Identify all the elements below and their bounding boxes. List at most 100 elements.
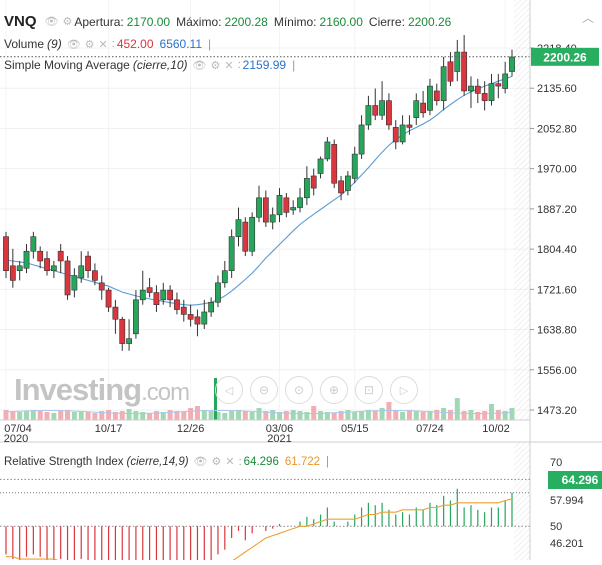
- candle-body: [91, 270, 98, 281]
- volume-bar: [174, 411, 180, 420]
- candle-body: [413, 100, 420, 118]
- future-area-rsi: [514, 442, 530, 560]
- eye-icon[interactable]: 👁: [66, 38, 81, 51]
- eye-icon[interactable]: 👁: [193, 456, 208, 468]
- candle-body: [146, 287, 153, 293]
- sma-legend: Simple Moving Average (cierre,10) 👁 ⚙ ✕ …: [4, 58, 295, 72]
- candle-body: [23, 250, 30, 269]
- settings-icon[interactable]: ⚙: [84, 38, 95, 51]
- candle-body: [406, 124, 413, 128]
- close-icon[interactable]: ✕: [98, 38, 108, 51]
- volume-bar: [167, 410, 173, 420]
- rsi-legend: Relative Strength Index (cierre,14,9) 👁 …: [4, 455, 329, 469]
- volume-bar: [10, 411, 16, 420]
- ticker-symbol[interactable]: VNQ: [4, 13, 37, 30]
- volume-bar: [277, 412, 283, 420]
- close-icon[interactable]: ✕: [224, 59, 234, 72]
- candle-body: [365, 105, 372, 126]
- candle-body: [358, 124, 365, 155]
- volume-bar: [331, 413, 337, 420]
- eye-icon[interactable]: 👁: [192, 59, 207, 72]
- candle-body: [269, 214, 276, 223]
- zoom-out-icon[interactable]: ⊖: [250, 376, 278, 404]
- volume-bar: [427, 411, 433, 420]
- candle-body: [399, 124, 406, 143]
- candle-body: [331, 144, 338, 184]
- scroll-right-icon[interactable]: ▷: [390, 376, 418, 404]
- volume-bar: [420, 412, 426, 420]
- y-tick-label: 1887.20: [537, 204, 577, 216]
- volume-bar: [352, 412, 358, 420]
- scroll-left-icon[interactable]: ◁: [215, 376, 243, 404]
- volume-bar: [249, 412, 255, 420]
- open-label: Apertura:: [74, 14, 124, 29]
- volume-bar: [263, 411, 269, 420]
- zoom-reset-icon[interactable]: ⊙: [285, 376, 313, 404]
- volume-bar: [242, 411, 248, 420]
- volume-bar: [85, 412, 91, 420]
- volume-value-red: 452.00: [116, 37, 154, 51]
- volume-bar: [214, 378, 217, 420]
- candle-body: [9, 265, 16, 281]
- eye-icon[interactable]: 👁: [44, 16, 59, 28]
- volume-bar: [379, 408, 385, 420]
- y-tick-label: 1804.40: [537, 244, 577, 256]
- volume-bar: [37, 411, 43, 420]
- candle-body: [187, 314, 194, 320]
- volume-label[interactable]: Volume: [4, 37, 45, 51]
- x-year-label: 2020: [4, 433, 28, 445]
- y-tick-label: 1556.00: [537, 365, 577, 377]
- candle-body: [310, 175, 317, 189]
- volume-bar: [270, 410, 276, 420]
- separator-colon: :: [111, 38, 115, 50]
- volume-bar: [181, 412, 187, 420]
- rsi-value: 64.296: [243, 455, 279, 468]
- volume-bar: [112, 412, 118, 420]
- volume-bar: [482, 411, 488, 420]
- y-tick-label: 2135.60: [537, 83, 577, 95]
- settings-icon[interactable]: ⚙: [62, 16, 73, 28]
- ohlc-header: VNQ 👁 ⚙ Apertura: 2170.00 Máximo: 2200.2…: [4, 13, 457, 30]
- x-tick-label: 07/04: [4, 423, 32, 435]
- volume-bar: [441, 408, 447, 420]
- settings-icon[interactable]: ⚙: [210, 59, 221, 72]
- watermark: Investing.com: [14, 372, 190, 408]
- volume-bar: [393, 411, 399, 420]
- volume-bar: [140, 412, 146, 420]
- settings-icon[interactable]: ⚙: [211, 456, 222, 468]
- separator-bar: |: [208, 37, 212, 51]
- high-value: 2200.28: [224, 14, 268, 29]
- volume-bar: [78, 411, 84, 420]
- candle-body: [249, 216, 256, 252]
- separator-colon: :: [237, 59, 241, 71]
- zoom-in-icon[interactable]: ⊕: [320, 376, 348, 404]
- candle-body: [194, 316, 201, 325]
- candle-body: [276, 195, 283, 216]
- candle-body: [468, 85, 474, 92]
- volume-bar: [256, 408, 262, 420]
- rsi-tick-label: 46.201: [550, 538, 584, 550]
- candle-body: [50, 265, 57, 271]
- volume-bar: [30, 410, 36, 420]
- sma-label[interactable]: Simple Moving Average: [4, 58, 130, 72]
- candle-body: [215, 282, 221, 303]
- fit-icon[interactable]: ⊡: [355, 376, 383, 404]
- volume-bar: [290, 410, 296, 420]
- rsi-label[interactable]: Relative Strength Index: [4, 455, 124, 468]
- candle-body: [16, 265, 23, 271]
- collapse-icon[interactable]: ︿: [582, 11, 595, 25]
- candle-body: [37, 250, 44, 262]
- candle-body: [153, 292, 160, 305]
- volume-bar: [222, 413, 228, 420]
- volume-bar: [201, 410, 207, 420]
- candle-body: [283, 197, 290, 213]
- candle-body: [317, 158, 324, 174]
- volume-bar: [65, 410, 71, 420]
- low-label: Mínimo:: [273, 14, 317, 29]
- candle-body: [167, 289, 174, 301]
- volume-bar: [413, 411, 419, 420]
- candle-body: [488, 83, 495, 101]
- candle-body: [71, 275, 78, 291]
- candle-body: [433, 90, 440, 101]
- close-icon[interactable]: ✕: [225, 456, 235, 468]
